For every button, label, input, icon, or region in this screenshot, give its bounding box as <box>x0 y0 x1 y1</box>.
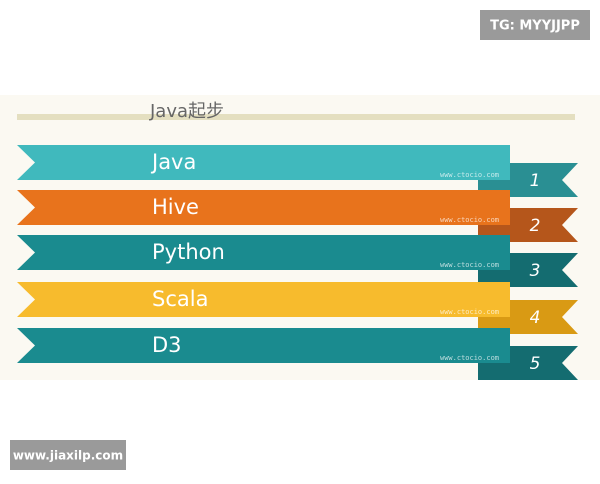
ribbon <box>17 235 510 270</box>
watermark: www.ctocio.com <box>440 354 499 362</box>
ribbon <box>17 282 510 317</box>
item-number: 4 <box>530 308 541 328</box>
item-label: D3 <box>152 333 182 357</box>
diagram-title: Java起步 <box>149 101 224 122</box>
ribbons: 1 2 3 4 5 Java www.ctocio.com Hive www.ctocio.co… <box>17 145 578 380</box>
ribbon <box>17 328 510 363</box>
badge-bg <box>480 10 590 40</box>
badge-text: TG: MYYJJPP <box>490 19 580 34</box>
item-number: 2 <box>530 216 541 236</box>
item-label: Python <box>152 240 225 264</box>
item-number: 3 <box>530 261 541 281</box>
item-label: Java <box>150 150 196 174</box>
title-bar <box>17 114 575 120</box>
watermark: www.ctocio.com <box>440 261 499 269</box>
item-label: Hive <box>152 195 199 219</box>
watermark: www.ctocio.com <box>440 216 499 224</box>
item-number: 1 <box>530 171 541 191</box>
ribbon <box>17 145 510 180</box>
item-label: Scala <box>152 287 208 311</box>
footer-badge-text: www.jiaxilp.com <box>13 449 123 463</box>
ribbon <box>17 190 510 225</box>
footer-badge-bg <box>10 440 126 470</box>
item-number: 5 <box>530 354 541 374</box>
watermark: www.ctocio.com <box>440 171 499 179</box>
watermark: www.ctocio.com <box>440 308 499 316</box>
